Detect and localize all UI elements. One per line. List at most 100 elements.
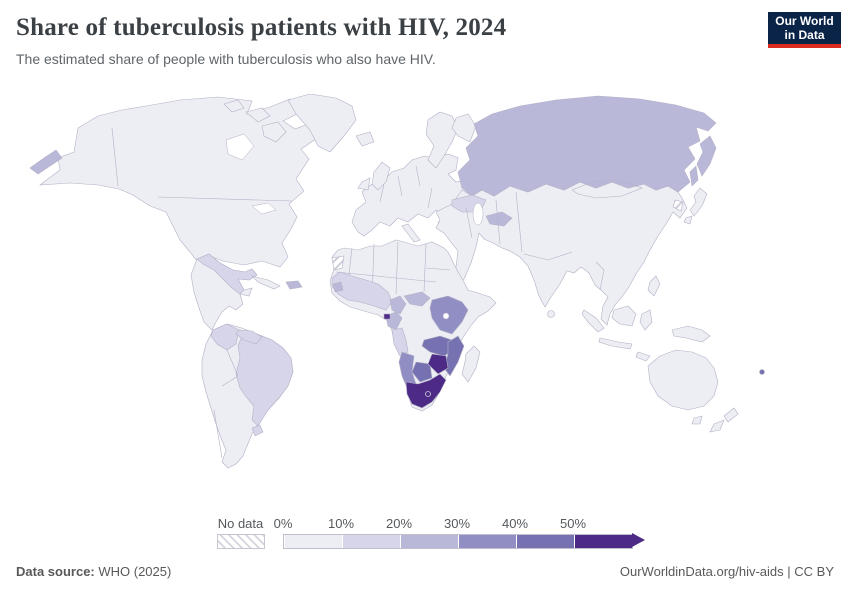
- attribution-link[interactable]: OurWorldinData.org/hiv-aids | CC BY: [619, 564, 834, 579]
- map-region-mexico[interactable]: [196, 253, 258, 295]
- map-region-scandinavia[interactable]: [425, 111, 459, 169]
- map-region-north-korea[interactable]: [672, 199, 684, 212]
- map-region-borneo[interactable]: [611, 305, 637, 327]
- map-region-venezuela[interactable]: [235, 329, 263, 345]
- map-region-north-america[interactable]: [39, 96, 320, 268]
- data-source-value: WHO (2025): [94, 564, 172, 579]
- map-region-greenland[interactable]: [287, 93, 357, 153]
- europe-border-3: [415, 165, 421, 187]
- data-source-label: Data source:: [16, 564, 95, 579]
- great-lakes: [251, 202, 277, 215]
- chart-subtitle: The estimated share of people with tuber…: [16, 51, 436, 67]
- map-region-western-sahara[interactable]: [331, 255, 345, 271]
- map-region-fiji[interactable]: [759, 369, 765, 375]
- map-legend: No data 0% 10% 20% 30% 40% 50%: [0, 514, 850, 554]
- africa-border-6: [425, 267, 451, 271]
- map-region-lesotho[interactable]: [425, 391, 431, 397]
- map-region-baffin-island[interactable]: [261, 121, 287, 143]
- legend-bar: [283, 534, 633, 549]
- map-region-arctic-island-1[interactable]: [245, 107, 271, 123]
- mongolia-outline: [571, 179, 643, 199]
- map-region-zimbabwe[interactable]: [427, 353, 449, 375]
- map-region-mozambique[interactable]: [443, 335, 465, 377]
- map-region-uruguay[interactable]: [251, 424, 264, 437]
- owid-logo-line2: in Data: [784, 28, 825, 42]
- map-region-cameroon[interactable]: [389, 295, 407, 315]
- map-region-turkmenistan[interactable]: [485, 211, 513, 227]
- map-region-guinea-bissau[interactable]: [332, 281, 344, 293]
- legend-bin-10-20%[interactable]: [342, 535, 400, 548]
- africa-border-4: [423, 243, 427, 293]
- map-region-brazil[interactable]: [235, 333, 294, 427]
- europe-border-4: [427, 187, 433, 209]
- legend-tick-label: 20%: [385, 516, 413, 531]
- africa-border-5: [335, 271, 437, 283]
- lake-victoria: [442, 312, 450, 320]
- himalaya-border: [523, 251, 573, 261]
- map-region-new-guinea[interactable]: [671, 325, 711, 343]
- map-region-iceland[interactable]: [355, 131, 375, 147]
- sa-border-3: [213, 409, 223, 459]
- map-region-ireland[interactable]: [357, 177, 371, 191]
- map-region-botswana[interactable]: [411, 361, 433, 383]
- map-region-colombia[interactable]: [210, 323, 240, 351]
- map-region-arctic-island-2[interactable]: [223, 99, 245, 113]
- map-region-madagascar[interactable]: [461, 345, 481, 383]
- legend-tick-label: 40%: [501, 516, 529, 531]
- legend-bin-50%+[interactable]: [574, 535, 632, 548]
- map-region-sri-lanka[interactable]: [547, 310, 555, 318]
- sa-border-1: [226, 349, 239, 377]
- map-region-finland[interactable]: [451, 113, 477, 143]
- map-region-haiti-dominican[interactable]: [285, 280, 303, 290]
- map-region-java[interactable]: [598, 337, 633, 350]
- asia-border-2: [495, 199, 501, 245]
- map-region-tasmania[interactable]: [691, 415, 703, 425]
- legend-arrow: [632, 533, 645, 547]
- owid-logo-line1: Our World: [775, 14, 834, 28]
- legend-no-data-label: No data: [217, 516, 264, 531]
- map-region-equatorial-guinea[interactable]: [383, 313, 391, 320]
- map-region-angola[interactable]: [391, 327, 409, 357]
- europe-border-1: [379, 183, 385, 203]
- owid-logo[interactable]: Our World in Data: [768, 12, 841, 48]
- map-region-south-africa[interactable]: [405, 373, 447, 409]
- map-region-central-african-republic[interactable]: [403, 291, 431, 307]
- europe-border-2: [397, 175, 403, 197]
- asia-border-1: [465, 207, 473, 239]
- legend-bin-20-30%[interactable]: [400, 535, 458, 548]
- map-region-italy[interactable]: [401, 223, 421, 243]
- map-region-timor[interactable]: [635, 351, 651, 362]
- legend-bin-0-10%[interactable]: [284, 535, 342, 548]
- chart-title: Share of tuberculosis patients with HIV,…: [16, 14, 507, 41]
- map-region-sakhalin[interactable]: [689, 165, 699, 187]
- map-region-philippines[interactable]: [647, 275, 661, 297]
- asia-border-3: [515, 191, 523, 253]
- sa-border-2: [221, 375, 239, 387]
- map-region-sulawesi[interactable]: [639, 309, 653, 331]
- legend-tick-label: 30%: [443, 516, 471, 531]
- us-canada-border: [157, 196, 293, 202]
- chart-header: Share of tuberculosis patients with HIV,…: [16, 14, 756, 67]
- map-region-united-kingdom[interactable]: [371, 161, 391, 191]
- map-region-sumatra[interactable]: [581, 309, 605, 333]
- map-region-cuba[interactable]: [251, 275, 281, 290]
- legend-tick-label: 10%: [327, 516, 355, 531]
- map-region-japan-south[interactable]: [683, 215, 693, 225]
- world-choropleth-map: [0, 93, 850, 516]
- map-region-west-africa[interactable]: [331, 271, 393, 311]
- legend-no-data-swatch[interactable]: [217, 534, 265, 549]
- map-region-new-zealand-south[interactable]: [709, 419, 725, 433]
- hudson-bay: [225, 133, 255, 161]
- map-region-japan[interactable]: [689, 187, 708, 217]
- map-region-new-zealand-north[interactable]: [723, 407, 739, 423]
- map-region-russia[interactable]: [457, 95, 717, 197]
- map-region-chukotka-wrap[interactable]: [29, 149, 63, 175]
- map-region-australia[interactable]: [647, 349, 719, 411]
- alaska-canada-border: [111, 127, 119, 187]
- caspian-sea: [472, 202, 484, 226]
- legend-tick-label: 0%: [273, 516, 293, 531]
- legend-bin-30-40%[interactable]: [458, 535, 516, 548]
- map-region-kamchatka[interactable]: [696, 135, 717, 177]
- legend-tick-label: 50%: [559, 516, 587, 531]
- legend-bin-40-50%[interactable]: [516, 535, 574, 548]
